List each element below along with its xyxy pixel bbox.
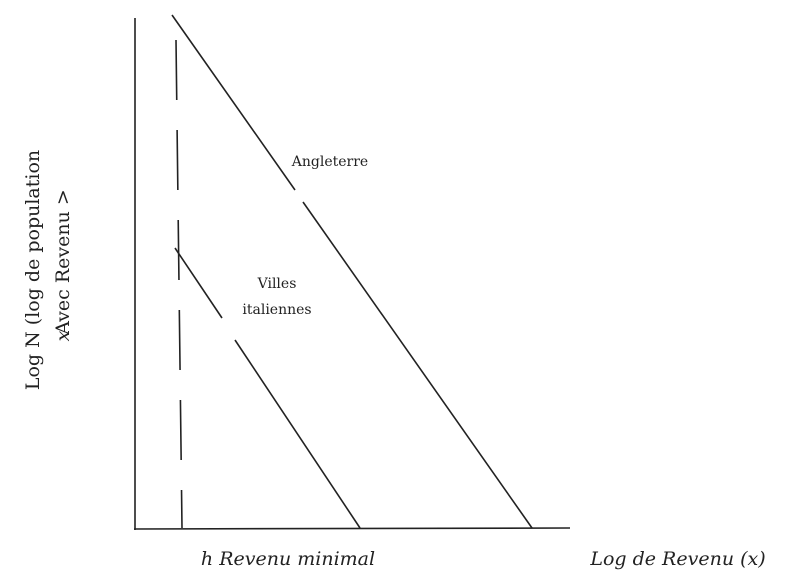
x-axis <box>133 527 571 530</box>
curve-label: Villes <box>257 276 297 292</box>
curve-label: Angleterre <box>291 154 368 170</box>
villes-line <box>234 339 361 529</box>
x-minimum-label: h Revenu minimal <box>201 548 375 570</box>
minimum-income-line <box>175 39 183 529</box>
curve-label: italiennes <box>242 302 311 318</box>
x-axis-label: Log de Revenu (x) <box>589 548 765 570</box>
y-axis-label: Avec Revenu > <box>52 189 74 336</box>
angleterre-line <box>302 201 533 529</box>
villes-line <box>174 247 223 319</box>
y-axis-label: x <box>52 330 74 341</box>
angleterre-line <box>171 14 296 191</box>
y-axis-label: Log N (log de population <box>22 150 44 390</box>
